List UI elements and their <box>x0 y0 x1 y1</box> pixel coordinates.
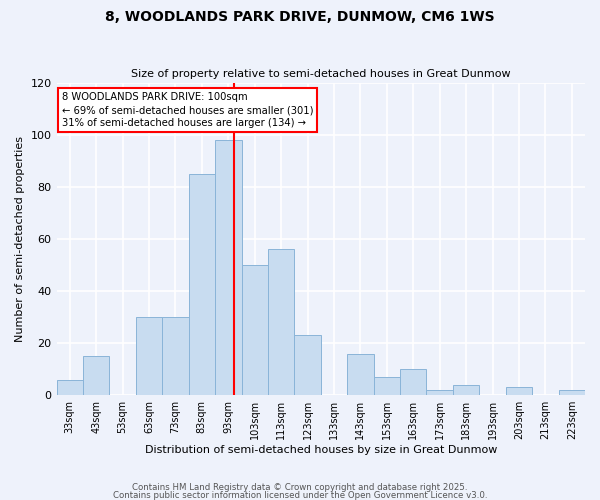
Bar <box>162 317 188 395</box>
Bar <box>427 390 453 395</box>
Bar <box>136 317 162 395</box>
Bar <box>506 388 532 395</box>
Bar <box>83 356 109 395</box>
Bar <box>400 369 427 395</box>
Text: 8, WOODLANDS PARK DRIVE, DUNMOW, CM6 1WS: 8, WOODLANDS PARK DRIVE, DUNMOW, CM6 1WS <box>105 10 495 24</box>
Bar <box>215 140 242 395</box>
Bar <box>559 390 585 395</box>
Text: 8 WOODLANDS PARK DRIVE: 100sqm
← 69% of semi-detached houses are smaller (301)
3: 8 WOODLANDS PARK DRIVE: 100sqm ← 69% of … <box>62 92 313 128</box>
Bar <box>347 354 374 395</box>
Text: Contains public sector information licensed under the Open Government Licence v3: Contains public sector information licen… <box>113 490 487 500</box>
Bar <box>188 174 215 395</box>
Y-axis label: Number of semi-detached properties: Number of semi-detached properties <box>15 136 25 342</box>
Bar <box>268 250 295 395</box>
Bar <box>453 385 479 395</box>
Bar <box>242 265 268 395</box>
Bar <box>56 380 83 395</box>
Title: Size of property relative to semi-detached houses in Great Dunmow: Size of property relative to semi-detach… <box>131 69 511 79</box>
Bar <box>374 377 400 395</box>
X-axis label: Distribution of semi-detached houses by size in Great Dunmow: Distribution of semi-detached houses by … <box>145 445 497 455</box>
Bar <box>295 336 321 395</box>
Text: Contains HM Land Registry data © Crown copyright and database right 2025.: Contains HM Land Registry data © Crown c… <box>132 484 468 492</box>
